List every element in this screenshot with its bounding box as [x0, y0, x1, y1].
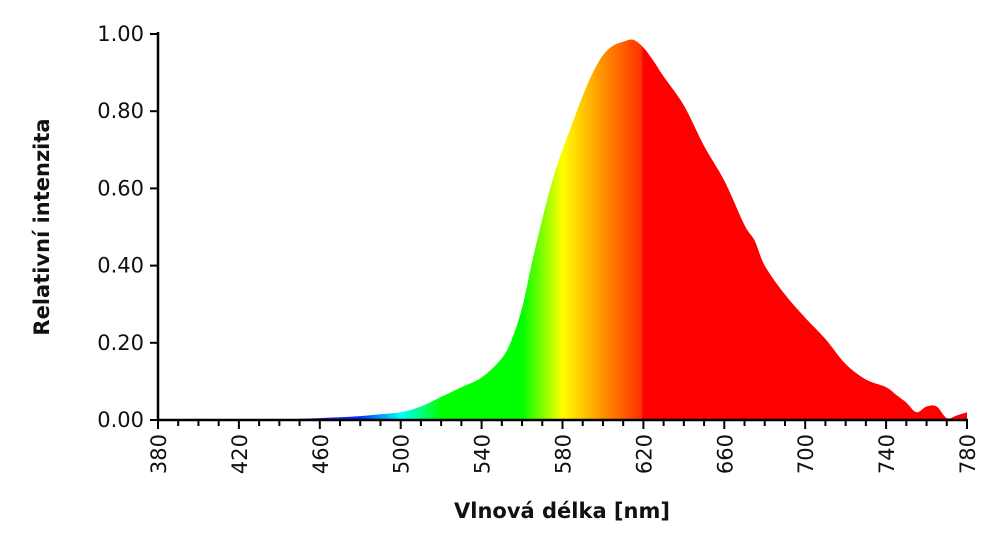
x-tick-label: 660 — [713, 434, 737, 474]
x-tick-label: 460 — [309, 434, 333, 474]
x-tick-label: 620 — [632, 434, 656, 474]
y-tick-label: 1.00 — [97, 22, 144, 46]
y-tick-label: 0.20 — [97, 331, 144, 355]
x-tick-label: 380 — [147, 434, 171, 474]
x-tick-label: 540 — [471, 434, 495, 474]
y-axis-title: Relativní intenzita — [30, 118, 54, 335]
x-tick-label: 740 — [875, 434, 899, 474]
x-axis-title: Vlnová délka [nm] — [454, 499, 670, 523]
x-tick-label: 420 — [228, 434, 252, 474]
x-tick-label: 780 — [956, 434, 980, 474]
spectrum-area — [158, 39, 967, 420]
y-tick-label: 0.80 — [97, 99, 144, 123]
axes: 380 420 460 500 540 580 620 660 700 740 780 0.00 0.2… — [97, 22, 980, 474]
y-tick-label: 0.60 — [97, 176, 144, 200]
y-tick-label: 0.40 — [97, 254, 144, 278]
y-tick-label: 0.00 — [97, 408, 144, 432]
x-tick-label: 700 — [794, 434, 818, 474]
x-tick-label: 500 — [390, 434, 414, 474]
x-tick-label: 580 — [552, 434, 576, 474]
